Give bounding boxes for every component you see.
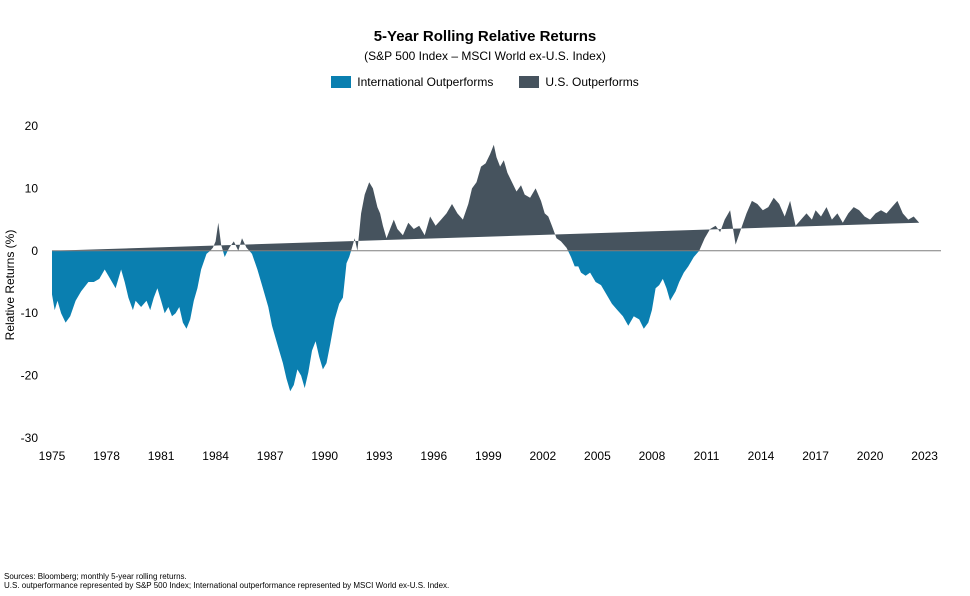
x-tick-label: 2023 <box>911 449 938 463</box>
sources-line-2: U.S. outperformance represented by S&P 5… <box>4 581 450 590</box>
y-tick-label: -30 <box>21 431 39 445</box>
x-tick-label: 2008 <box>639 449 666 463</box>
legend-label-us: U.S. Outperforms <box>545 75 639 89</box>
area-us-outperforms <box>52 144 920 251</box>
x-tick-label: 2002 <box>530 449 557 463</box>
chart-subtitle: (S&P 500 Index – MSCI World ex-U.S. Inde… <box>364 49 606 63</box>
legend-item-us: U.S. Outperforms <box>519 75 639 89</box>
chart-title: 5-Year Rolling Relative Returns <box>373 28 597 45</box>
x-tick-label: 1993 <box>366 449 393 463</box>
legend-swatch-international <box>331 76 352 88</box>
legend: International Outperforms U.S. Outperfor… <box>0 75 970 89</box>
y-tick-label: -20 <box>21 369 39 383</box>
y-tick-label: -10 <box>21 306 39 320</box>
sources-note: Sources: Bloomberg; monthly 5-year rolli… <box>4 572 449 590</box>
x-tick-label: 2017 <box>802 449 829 463</box>
x-tick-label: 2005 <box>584 449 611 463</box>
legend-swatch-us <box>519 76 540 88</box>
x-tick-label: 1987 <box>257 449 284 463</box>
legend-item-international: International Outperforms <box>331 75 493 89</box>
x-tick-label: 1984 <box>202 449 229 463</box>
x-tick-label: 1978 <box>93 449 120 463</box>
x-tick-label: 1981 <box>148 449 175 463</box>
legend-label-international: International Outperforms <box>357 75 494 89</box>
x-tick-label: 1996 <box>420 449 447 463</box>
x-tick-label: 2020 <box>857 449 884 463</box>
y-tick-label: 10 <box>25 181 39 195</box>
sources-line-1: Sources: Bloomberg; monthly 5-year rolli… <box>4 572 187 581</box>
x-tick-label: 2011 <box>694 449 720 463</box>
x-tick-label: 2014 <box>748 449 775 463</box>
y-tick-label: 0 <box>31 244 38 258</box>
x-tick-label: 1975 <box>39 449 66 463</box>
y-tick-label: 20 <box>25 119 39 133</box>
area-international-outperforms <box>52 250 920 392</box>
x-tick-label: 1999 <box>475 449 502 463</box>
x-tick-label: 1990 <box>311 449 338 463</box>
